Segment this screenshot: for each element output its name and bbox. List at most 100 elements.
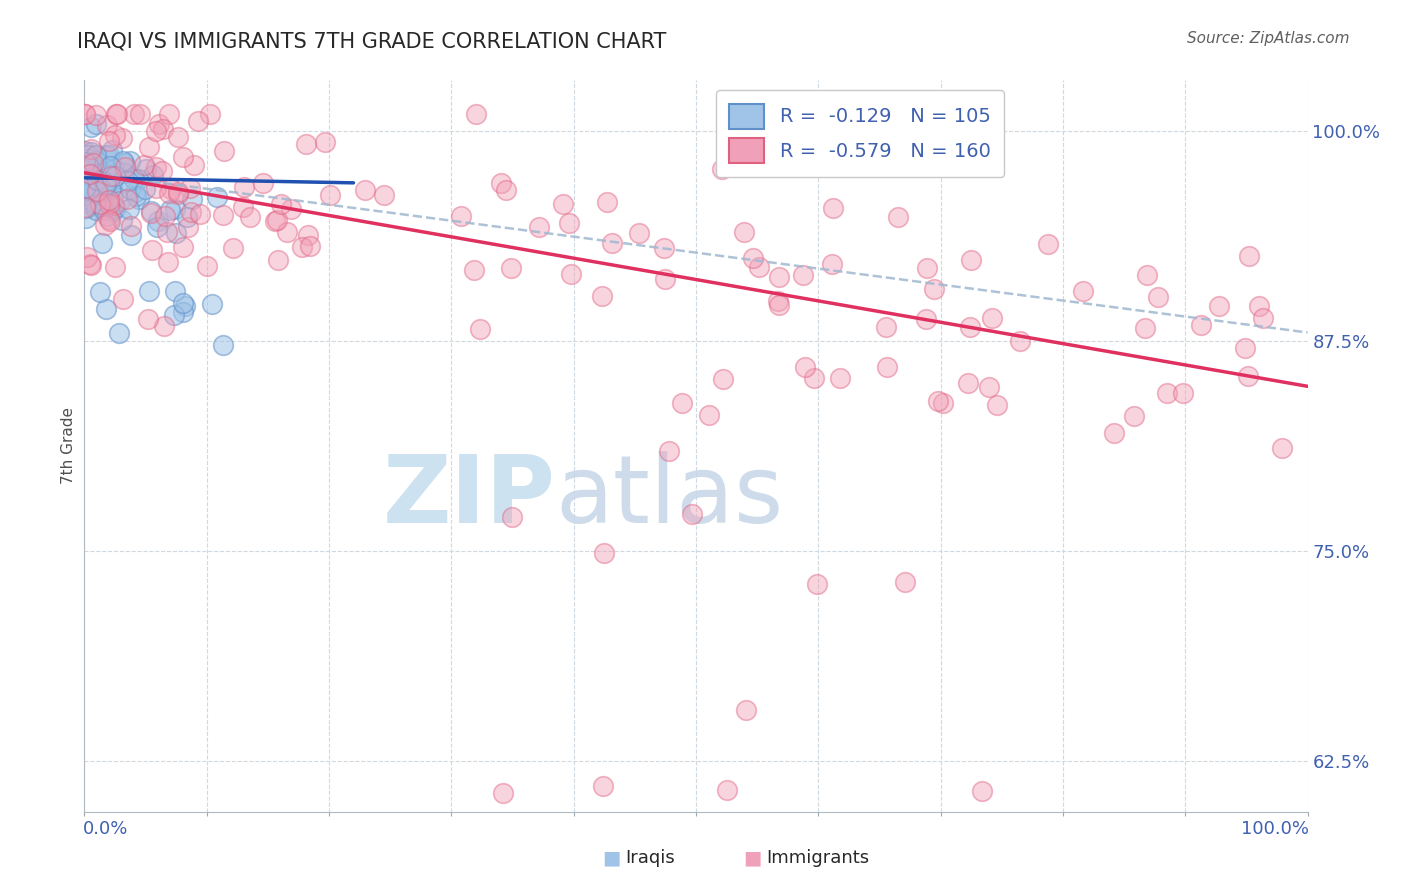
Point <box>232 180 254 194</box>
Point <box>167 130 190 145</box>
Point <box>135 161 157 176</box>
Point <box>592 779 614 793</box>
Point <box>681 507 703 521</box>
Point <box>198 107 221 121</box>
Point <box>101 174 124 188</box>
Point <box>82 155 104 169</box>
Point <box>733 225 755 239</box>
Point <box>353 184 375 198</box>
Point <box>232 200 254 214</box>
Point <box>79 184 101 198</box>
Point <box>89 197 111 211</box>
Point <box>741 251 763 265</box>
Point <box>117 174 139 188</box>
Point <box>86 203 108 218</box>
Point <box>103 188 125 202</box>
Point <box>122 172 145 186</box>
Point <box>1136 268 1159 282</box>
Point <box>1173 386 1195 401</box>
Point <box>129 107 152 121</box>
Point <box>93 218 115 232</box>
Point <box>98 196 121 211</box>
Point <box>108 194 131 208</box>
Point <box>463 263 485 277</box>
Point <box>212 338 235 352</box>
Point <box>96 148 118 162</box>
Point <box>104 169 127 183</box>
Point <box>1133 321 1156 335</box>
Point <box>73 181 96 195</box>
Point <box>86 184 108 198</box>
Point <box>931 396 953 410</box>
Point <box>1156 386 1178 401</box>
Point <box>118 182 141 196</box>
Point <box>212 144 235 158</box>
Point <box>627 226 650 240</box>
Point <box>981 311 1004 326</box>
Point <box>768 269 790 284</box>
Point <box>652 241 675 255</box>
Point <box>89 165 111 179</box>
Text: Iraqis: Iraqis <box>626 849 675 867</box>
Point <box>212 208 235 222</box>
Point <box>142 168 165 182</box>
Point <box>602 235 624 250</box>
Point <box>75 201 97 215</box>
Point <box>79 167 101 181</box>
Point <box>87 163 110 178</box>
Point <box>501 509 523 524</box>
Point <box>114 160 136 174</box>
Point <box>172 150 194 164</box>
Point <box>201 297 224 311</box>
Text: 100.0%: 100.0% <box>1241 820 1309 838</box>
Point <box>103 161 125 176</box>
Point <box>174 299 197 313</box>
Point <box>111 154 134 169</box>
Point <box>205 190 228 204</box>
Point <box>115 192 138 206</box>
Point <box>120 219 142 233</box>
Point <box>596 194 619 209</box>
Point <box>86 147 108 161</box>
Point <box>76 180 98 194</box>
Point <box>894 575 917 590</box>
Point <box>77 183 100 197</box>
Point <box>96 209 118 223</box>
Point <box>152 121 174 136</box>
Point <box>79 197 101 211</box>
Point <box>97 148 120 162</box>
Text: 0.0%: 0.0% <box>83 820 128 838</box>
Point <box>98 134 121 148</box>
Point <box>77 158 100 172</box>
Point <box>84 117 107 131</box>
Point <box>75 155 97 169</box>
Point <box>977 380 1000 394</box>
Text: ■: ■ <box>602 848 621 868</box>
Point <box>803 371 825 385</box>
Point <box>77 148 100 162</box>
Point <box>157 107 180 121</box>
Point <box>318 188 340 202</box>
Point <box>959 319 981 334</box>
Point <box>1191 318 1213 332</box>
Point <box>80 142 103 156</box>
Point <box>84 166 107 180</box>
Point <box>150 164 173 178</box>
Point <box>75 200 97 214</box>
Point <box>155 225 177 239</box>
Point <box>100 169 122 183</box>
Text: IRAQI VS IMMIGRANTS 7TH GRADE CORRELATION CHART: IRAQI VS IMMIGRANTS 7TH GRADE CORRELATIO… <box>77 31 666 51</box>
Point <box>124 107 146 121</box>
Point <box>84 166 107 180</box>
Point <box>146 219 169 234</box>
Point <box>134 182 156 196</box>
Point <box>84 108 107 122</box>
Point <box>1036 236 1059 251</box>
Point <box>183 158 205 172</box>
Point <box>252 176 274 190</box>
Point <box>821 202 844 216</box>
Point <box>87 189 110 203</box>
Point <box>76 152 98 166</box>
Point <box>146 214 169 228</box>
Point <box>84 153 107 168</box>
